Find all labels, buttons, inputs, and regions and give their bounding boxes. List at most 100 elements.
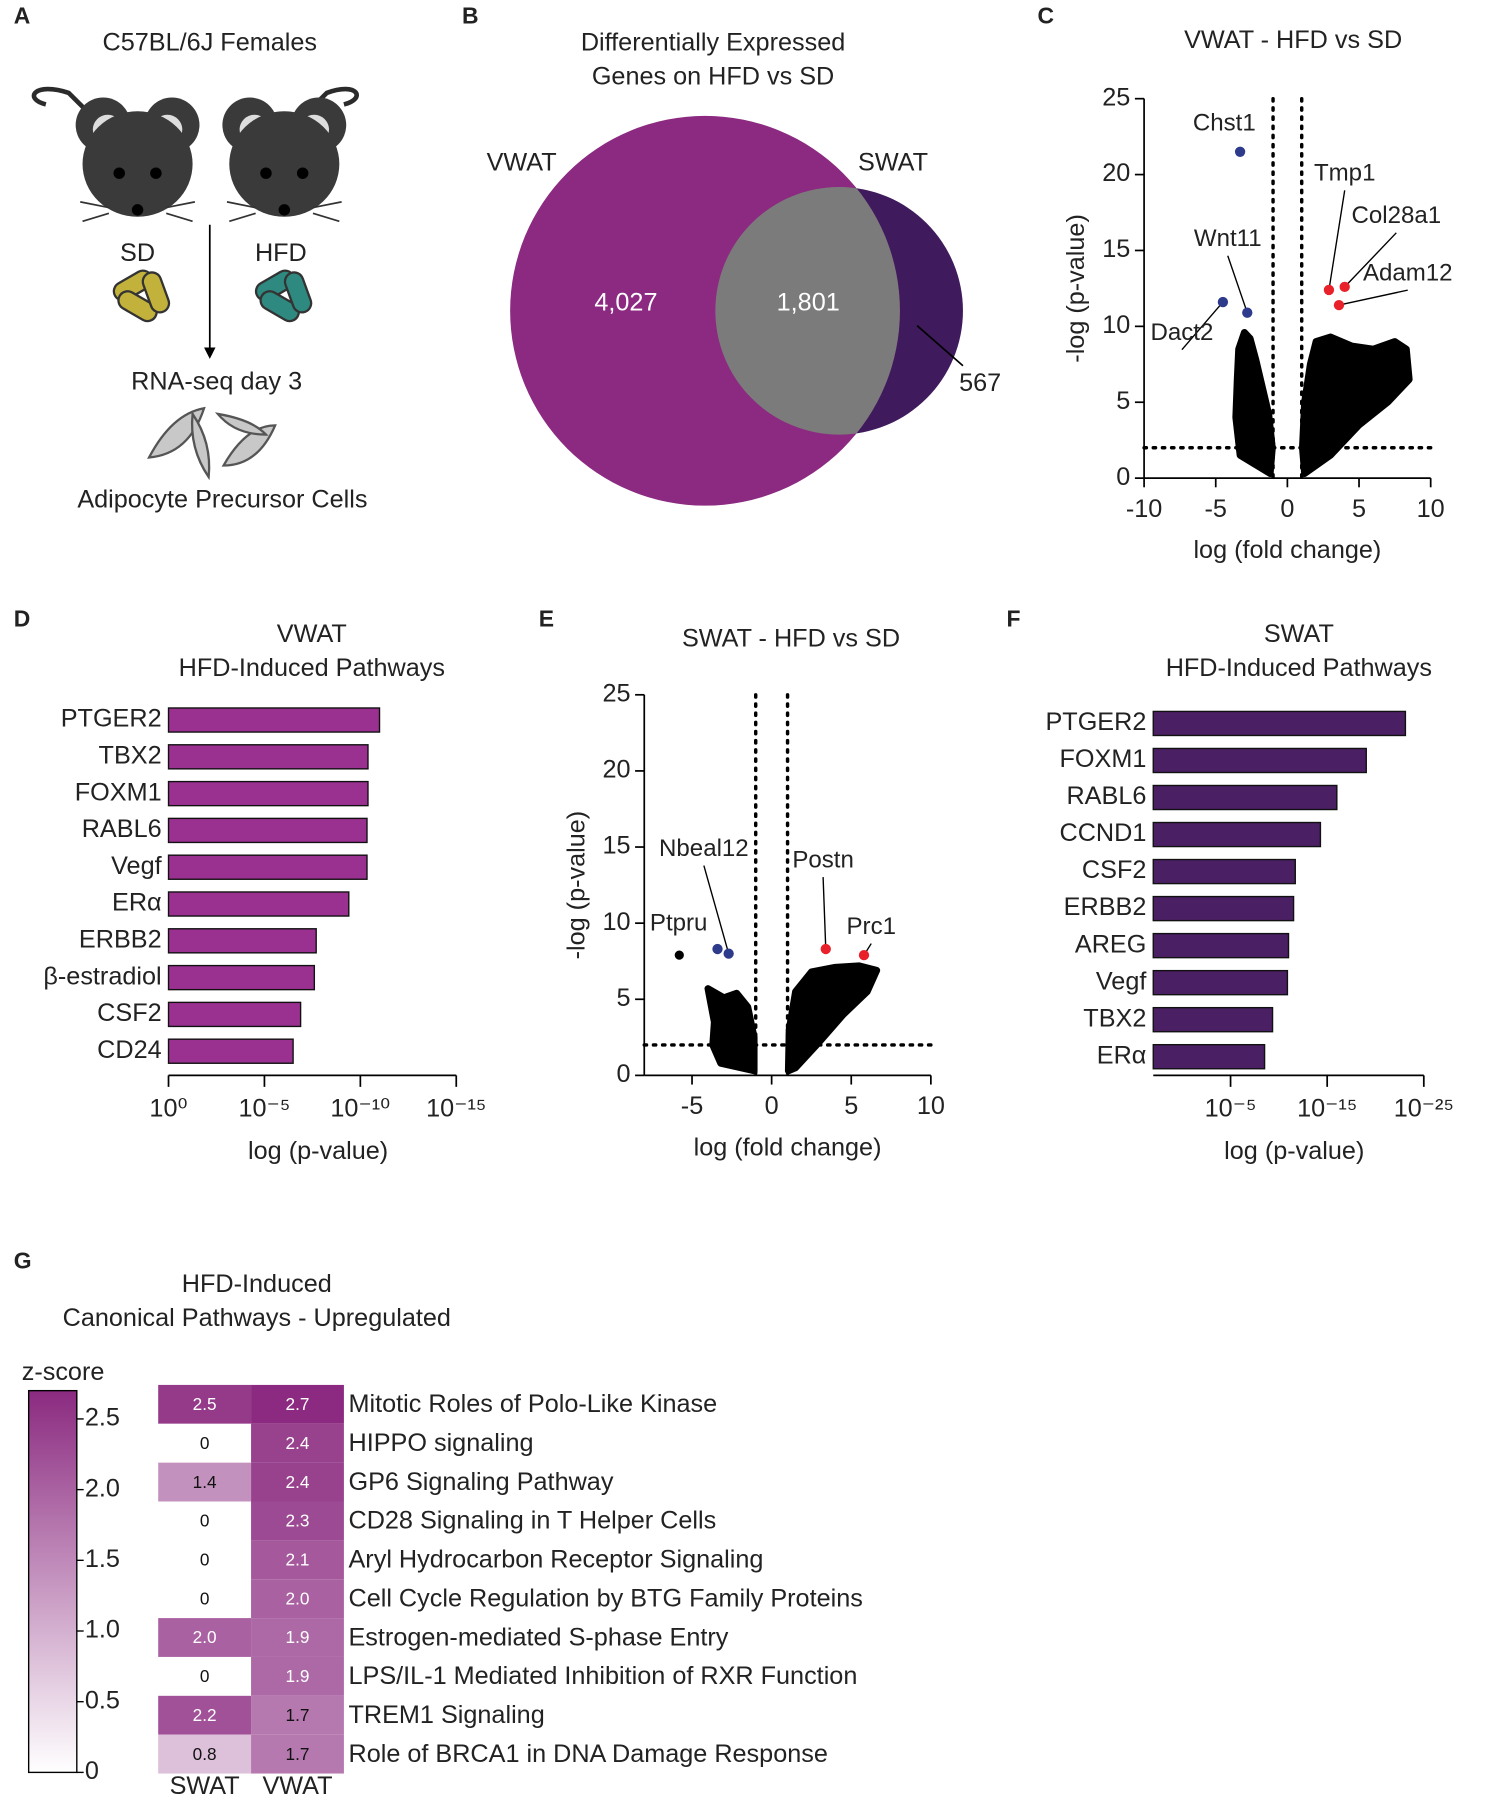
- category-label: TBX2: [1083, 1004, 1146, 1032]
- point-label: Col28a1: [1351, 202, 1441, 229]
- x-axis-label: log (p-value): [248, 1137, 388, 1165]
- category-label: FOXM1: [75, 778, 162, 806]
- cell-label: 0: [200, 1666, 210, 1686]
- panel-label: B: [462, 2, 479, 28]
- cell-label: 2.5: [193, 1394, 217, 1414]
- cell-label: 0: [200, 1549, 210, 1569]
- y-axis-label: -log (p-value): [1062, 214, 1090, 363]
- x-tick-label: 5: [1352, 495, 1366, 523]
- category-label: β-estradiol: [43, 962, 161, 990]
- point-cloud: [784, 962, 881, 1075]
- bar: [1152, 895, 1295, 922]
- panel-label: G: [14, 1247, 32, 1273]
- y-tick-label: 15: [1102, 235, 1130, 263]
- labeled-point: [1323, 284, 1335, 296]
- bar: [1152, 710, 1407, 737]
- y-tick-label: 25: [602, 679, 630, 707]
- bar: [1152, 858, 1296, 885]
- heat-cell: [251, 1656, 344, 1696]
- y-tick-label: 5: [616, 984, 630, 1012]
- category-label: CD24: [97, 1036, 161, 1064]
- row-label: CD28 Signaling in T Helper Cells: [348, 1507, 716, 1535]
- labeled-point: [1217, 296, 1229, 308]
- heat-cell: [251, 1579, 344, 1619]
- x-tick-label: 10⁻¹⁰: [330, 1094, 390, 1122]
- x-tick-label: 10: [917, 1092, 945, 1120]
- colorbar-tick-label: 0.5: [85, 1686, 120, 1714]
- mouse-left: [31, 86, 200, 223]
- cells-label: Adipocyte Precursor Cells: [77, 486, 367, 514]
- bar: [167, 744, 369, 770]
- colorbar-label: z-score: [22, 1358, 105, 1386]
- y-tick-label: 10: [602, 908, 630, 936]
- set-label: SWAT: [858, 149, 928, 177]
- panel-label: E: [539, 605, 554, 631]
- row-label: Aryl Hydrocarbon Receptor Signaling: [348, 1546, 763, 1574]
- heat-cell: [251, 1618, 344, 1657]
- chart-title: Canonical Pathways - Upregulated: [63, 1304, 451, 1332]
- venn-overlap: [715, 186, 900, 435]
- category-label: PTGER2: [1045, 708, 1146, 736]
- x-tick-label: 0: [765, 1092, 779, 1120]
- category-label: ERBB2: [1064, 893, 1147, 921]
- mouse-right: [222, 86, 359, 223]
- x-tick-label: -5: [1205, 495, 1227, 523]
- y-axis-label: -log (p-value): [562, 811, 590, 960]
- colorbar-tick-label: 1.0: [85, 1616, 120, 1644]
- category-label: ERα: [1097, 1041, 1147, 1069]
- heat-cell: [251, 1501, 344, 1541]
- cell-label: 0.8: [193, 1744, 217, 1764]
- x-tick-label: 5: [844, 1092, 858, 1120]
- point-label: Prc1: [847, 913, 896, 940]
- y-tick-label: 20: [602, 756, 630, 784]
- bar: [167, 928, 317, 954]
- x-tick-label: 10: [1417, 495, 1445, 523]
- y-tick-label: 20: [1102, 159, 1130, 187]
- bar: [167, 1038, 294, 1064]
- x-tick-label: 10⁻¹⁵: [1297, 1094, 1357, 1122]
- row-label: Mitotic Roles of Polo-Like Kinase: [348, 1390, 717, 1418]
- row-label: GP6 Signaling Pathway: [348, 1468, 613, 1496]
- point-label: Wnt11: [1194, 225, 1262, 252]
- bar: [167, 817, 368, 844]
- cell-label: 2.0: [286, 1588, 310, 1608]
- column-label: VWAT: [262, 1772, 332, 1800]
- y-tick-label: 0: [1116, 463, 1130, 491]
- category-label: Vegf: [111, 852, 162, 880]
- category-label: RABL6: [1066, 782, 1146, 810]
- y-tick-label: 0: [616, 1060, 630, 1088]
- x-tick-label: 10⁻²⁵: [1394, 1094, 1454, 1122]
- panel-label: D: [14, 605, 31, 631]
- cell-label: 2.2: [193, 1705, 217, 1725]
- x-tick-label: 10⁻¹⁵: [426, 1094, 486, 1122]
- leader-line: [1338, 289, 1408, 306]
- heat-cell: [158, 1540, 252, 1580]
- bar: [167, 891, 350, 917]
- heat-cell: [251, 1423, 344, 1463]
- chart-title: HFD-Induced Pathways: [1166, 654, 1432, 682]
- category-label: CSF2: [97, 999, 161, 1027]
- point-cloud: [1298, 333, 1413, 478]
- point-cloud: [1232, 328, 1276, 478]
- x-tick-label: 10⁰: [149, 1094, 187, 1122]
- heat-cell: [158, 1501, 252, 1541]
- row-label: HIPPO signaling: [348, 1429, 533, 1457]
- bar: [1152, 747, 1367, 774]
- leader-line: [1344, 232, 1397, 288]
- leader-line: [1227, 255, 1248, 313]
- category-label: ERBB2: [79, 925, 162, 953]
- cell-label: 1.4: [193, 1472, 217, 1492]
- category-label: Vegf: [1096, 967, 1147, 995]
- cell-label: 0: [200, 1511, 210, 1531]
- y-tick-label: 10: [1102, 311, 1130, 339]
- row-label: TREM1 Signaling: [348, 1701, 544, 1729]
- cell-label: 2.3: [286, 1511, 310, 1531]
- point-label: Adam12: [1363, 259, 1453, 286]
- x-axis-label: log (p-value): [1224, 1137, 1364, 1165]
- cells: [147, 406, 277, 481]
- chart-title: VWAT - HFD vs SD: [1184, 26, 1402, 54]
- point-label: Nbeal12: [659, 835, 749, 862]
- diet-label: HFD: [255, 239, 307, 267]
- category-label: ERα: [112, 889, 162, 917]
